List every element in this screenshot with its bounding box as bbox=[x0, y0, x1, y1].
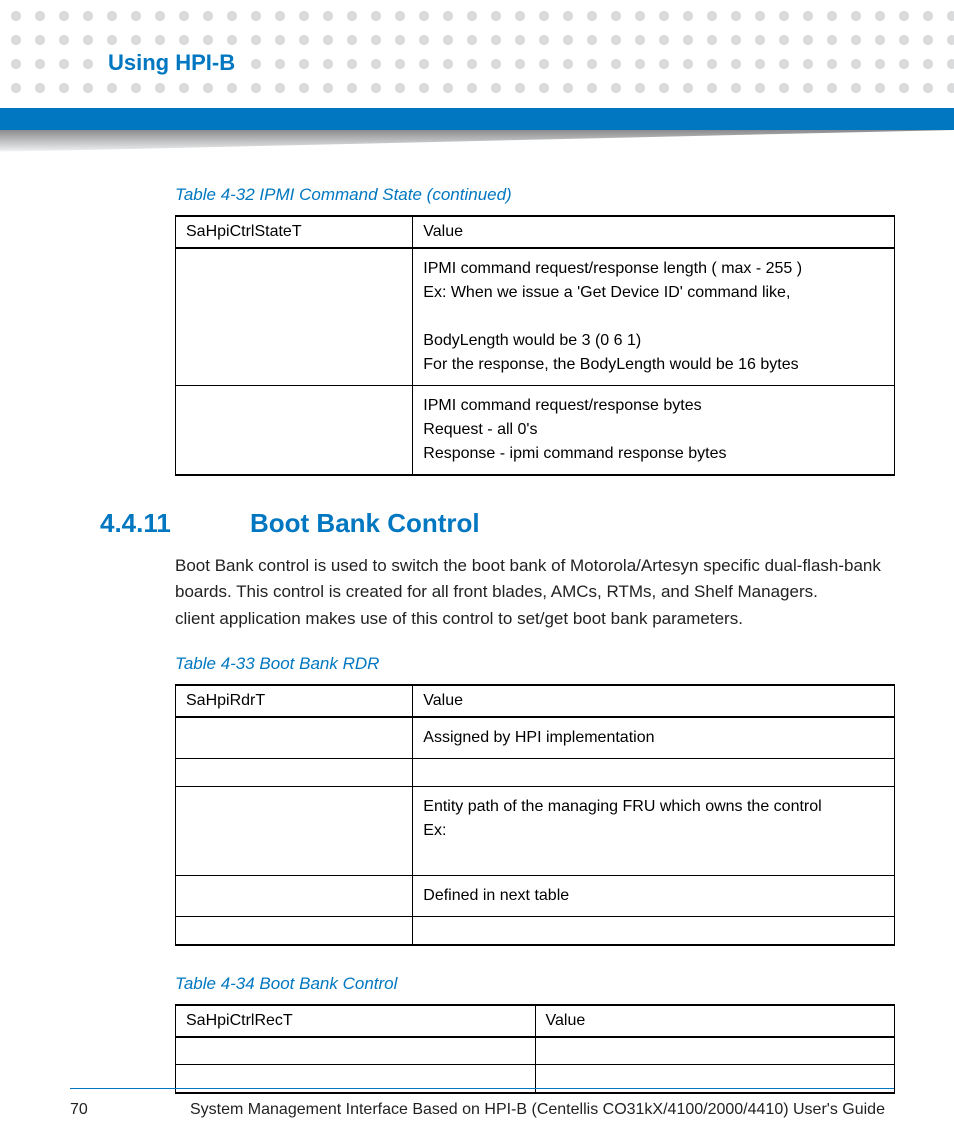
table-cell bbox=[413, 759, 895, 787]
table-cell bbox=[413, 917, 895, 945]
table-cell bbox=[176, 248, 413, 386]
page-content: Table 4-32 IPMI Command State (continued… bbox=[100, 185, 894, 1122]
table-header-cell: SaHpiRdrT bbox=[176, 685, 413, 717]
section-body: Boot Bank control is used to switch the … bbox=[175, 553, 894, 632]
table-cell bbox=[176, 787, 413, 876]
page-footer: 70 System Management Interface Based on … bbox=[70, 1101, 894, 1119]
table-cell: Defined in next table bbox=[413, 876, 895, 917]
table-cell bbox=[176, 917, 413, 945]
table-row: Defined in next table bbox=[176, 876, 895, 917]
footer-rule bbox=[70, 1088, 894, 1089]
table-row: Assigned by HPI implementation bbox=[176, 717, 895, 759]
table-header-cell: Value bbox=[535, 1005, 895, 1037]
table-cell: Assigned by HPI implementation bbox=[413, 717, 895, 759]
table-row: Entity path of the managing FRU which ow… bbox=[176, 787, 895, 876]
table-row bbox=[176, 917, 895, 945]
chapter-title: Using HPI-B bbox=[102, 50, 241, 76]
section-heading: 4.4.11 Boot Bank Control bbox=[100, 508, 894, 539]
header-grey-wedge bbox=[0, 130, 954, 152]
table-4-32-caption: Table 4-32 IPMI Command State (continued… bbox=[175, 185, 894, 205]
table-header-cell: Value bbox=[413, 216, 895, 248]
table-cell bbox=[535, 1037, 895, 1065]
section-title: Boot Bank Control bbox=[250, 508, 480, 539]
table-cell: IPMI command request/response bytes Requ… bbox=[413, 386, 895, 476]
table-row bbox=[176, 1037, 895, 1065]
section-number: 4.4.11 bbox=[100, 508, 250, 539]
table-row bbox=[176, 759, 895, 787]
footer-doc-title: System Management Interface Based on HPI… bbox=[190, 1101, 894, 1119]
table-4-33: SaHpiRdrT Value Assigned by HPI implemen… bbox=[175, 684, 895, 946]
table-header-cell: SaHpiCtrlStateT bbox=[176, 216, 413, 248]
table-4-33-caption: Table 4-33 Boot Bank RDR bbox=[175, 654, 894, 674]
header-dots-pattern bbox=[0, 0, 954, 96]
table-4-34: SaHpiCtrlRecT Value bbox=[175, 1004, 895, 1094]
page-number: 70 bbox=[70, 1101, 190, 1119]
table-cell bbox=[176, 386, 413, 476]
table-4-32: SaHpiCtrlStateT Value IPMI command reque… bbox=[175, 215, 895, 476]
table-row: IPMI command request/response bytes Requ… bbox=[176, 386, 895, 476]
table-header-cell: SaHpiCtrlRecT bbox=[176, 1005, 536, 1037]
table-cell bbox=[176, 876, 413, 917]
table-cell bbox=[176, 1037, 536, 1065]
table-cell bbox=[176, 759, 413, 787]
table-cell: Entity path of the managing FRU which ow… bbox=[413, 787, 895, 876]
table-cell bbox=[176, 717, 413, 759]
header-blue-bar bbox=[0, 108, 954, 130]
table-4-34-caption: Table 4-34 Boot Bank Control bbox=[175, 974, 894, 994]
table-header-cell: Value bbox=[413, 685, 895, 717]
table-row: IPMI command request/response length ( m… bbox=[176, 248, 895, 386]
table-cell: IPMI command request/response length ( m… bbox=[413, 248, 895, 386]
